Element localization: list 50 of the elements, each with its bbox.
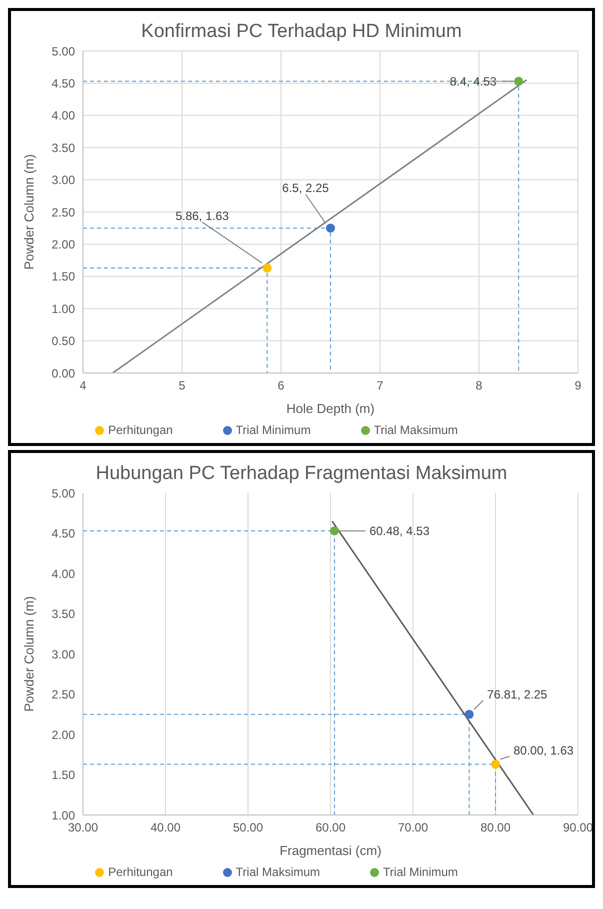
- legend-label: Trial Minimum: [236, 423, 311, 437]
- annotation: 80.00, 1.63: [514, 743, 574, 758]
- x-tick-label: 50.00: [232, 820, 264, 835]
- y-tick-label: 3.00: [52, 647, 76, 662]
- y-tick-label: 3.50: [52, 140, 76, 155]
- y-tick-label: 1.50: [52, 270, 76, 284]
- y-tick-label: 4.50: [52, 526, 76, 541]
- x-tick-label: 5: [178, 378, 186, 393]
- annotation: 76.81, 2.25: [487, 687, 548, 702]
- x-axis-title: Hole Depth (m): [286, 401, 375, 416]
- legend-label: Trial Minimum: [383, 865, 458, 879]
- y-tick-label: 1.00: [52, 808, 76, 822]
- chart-title: Hubungan PC Terhadap Fragmentasi Maksimum: [94, 462, 508, 485]
- y-tick-label: 1.00: [52, 302, 76, 316]
- legend-label: Trial Maksimum: [236, 865, 320, 879]
- y-tick-label: 4.00: [52, 566, 76, 581]
- y-tick-label: 0.50: [52, 334, 76, 348]
- x-tick-label: 40.00: [150, 820, 181, 835]
- annotation: 60.48, 4.53: [369, 524, 430, 538]
- x-axis-title: Fragmentasi (cm): [280, 843, 382, 858]
- y-axis-title: Powder Column (m): [22, 596, 37, 712]
- y-tick-label: 2.50: [52, 205, 76, 220]
- x-tick-label: 8: [476, 378, 483, 393]
- legend-label: Perhitungan: [108, 865, 173, 879]
- annotation: 8.4, 4.53: [450, 74, 497, 88]
- x-tick-label: 30.00: [68, 820, 98, 835]
- x-tick-label: 60.00: [315, 820, 346, 835]
- x-tick-label: 7: [376, 378, 384, 393]
- y-tick-label: 3.00: [52, 173, 76, 188]
- y-axis-title: Powder Column (m): [22, 154, 37, 270]
- x-tick-label: 6: [278, 378, 285, 393]
- annotation: 5.86, 1.63: [175, 209, 230, 224]
- y-tick-label: 4.00: [52, 108, 76, 123]
- y-tick-label: 2.00: [52, 237, 76, 252]
- x-tick-label: 4: [80, 378, 87, 393]
- y-tick-label: 0.00: [52, 366, 76, 380]
- y-tick-label: 5.00: [52, 486, 76, 500]
- chart-title: Konfirmasi PC Terhadap HD Minimum: [140, 20, 463, 43]
- annotation: 6.5, 2.25: [282, 181, 330, 196]
- y-tick-label: 1.50: [52, 768, 76, 782]
- y-tick-label: 2.50: [52, 688, 76, 702]
- legend-label: Trial Maksimum: [374, 423, 458, 437]
- y-tick-label: 5.00: [52, 44, 76, 58]
- y-tick-label: 2.00: [52, 728, 76, 742]
- y-tick-label: 3.50: [52, 607, 76, 622]
- x-tick-label: 80.00: [480, 820, 511, 835]
- x-tick-label: 9: [574, 378, 582, 393]
- legend-label: Perhitungan: [108, 423, 173, 437]
- y-tick-label: 4.50: [52, 76, 76, 90]
- x-tick-label: 70.00: [398, 820, 428, 835]
